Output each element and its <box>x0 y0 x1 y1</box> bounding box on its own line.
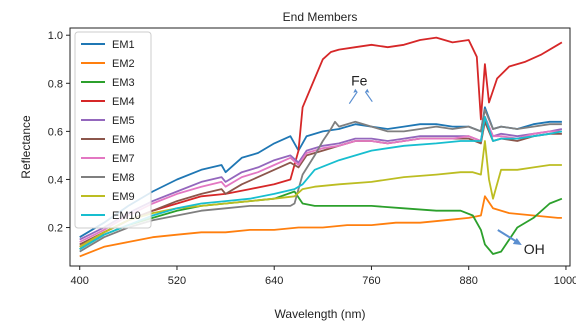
series-line-em7 <box>79 116 562 243</box>
annotation-oh: OH <box>524 241 545 257</box>
oh-arrowhead <box>512 237 522 245</box>
legend-label-em5: EM5 <box>112 115 135 127</box>
legend-label-em7: EM7 <box>112 153 135 165</box>
series-line-em9 <box>79 140 562 248</box>
y-tick-label: 0.6 <box>48 126 63 138</box>
x-axis: 400 520 640 760 880 1000 <box>71 266 576 287</box>
x-tick-label: 640 <box>265 275 283 287</box>
series-line-em10 <box>79 116 563 250</box>
fe-arrowhead-right <box>365 88 370 93</box>
x-tick-label: 760 <box>362 275 380 287</box>
legend-label-em6: EM6 <box>112 134 135 146</box>
legend: EM1 EM2 EM3 EM4 EM5 EM6 EM7 EM8 EM9 EM10 <box>74 31 152 229</box>
series-line-em8 <box>79 108 562 253</box>
fe-arrow-right <box>364 91 373 103</box>
y-axis: 0.2 0.4 0.6 0.8 1.0 <box>48 30 70 235</box>
legend-label-em1: EM1 <box>112 39 135 51</box>
x-axis-label: Wavelength (nm) <box>275 307 366 321</box>
annotations: Fe OH <box>348 73 545 257</box>
fe-arrowhead-left <box>353 88 358 93</box>
y-tick-label: 1.0 <box>48 30 63 42</box>
plot-area <box>79 36 563 258</box>
y-axis-label: Reflectance <box>19 115 33 179</box>
x-tick-label: 520 <box>168 275 186 287</box>
legend-label-em4: EM4 <box>112 96 135 108</box>
y-tick-label: 0.2 <box>48 223 63 235</box>
series-line-em4 <box>79 36 563 248</box>
x-tick-label: 400 <box>71 275 89 287</box>
series-line-em2 <box>79 195 562 258</box>
annotation-fe: Fe <box>351 73 368 89</box>
chart-title: End Members <box>283 10 358 24</box>
legend-label-em10: EM10 <box>112 210 141 222</box>
x-tick-label: 880 <box>460 275 478 287</box>
legend-label-em2: EM2 <box>112 58 135 70</box>
y-tick-label: 0.8 <box>48 78 63 90</box>
fe-arrow-left <box>348 91 358 105</box>
x-tick-label: 1000 <box>554 275 576 287</box>
plot-frame <box>69 27 571 267</box>
series-line-em3 <box>79 190 563 255</box>
legend-label-em9: EM9 <box>112 191 135 203</box>
legend-label-em3: EM3 <box>112 77 135 89</box>
y-tick-label: 0.4 <box>48 174 63 186</box>
legend-label-em8: EM8 <box>112 172 135 184</box>
